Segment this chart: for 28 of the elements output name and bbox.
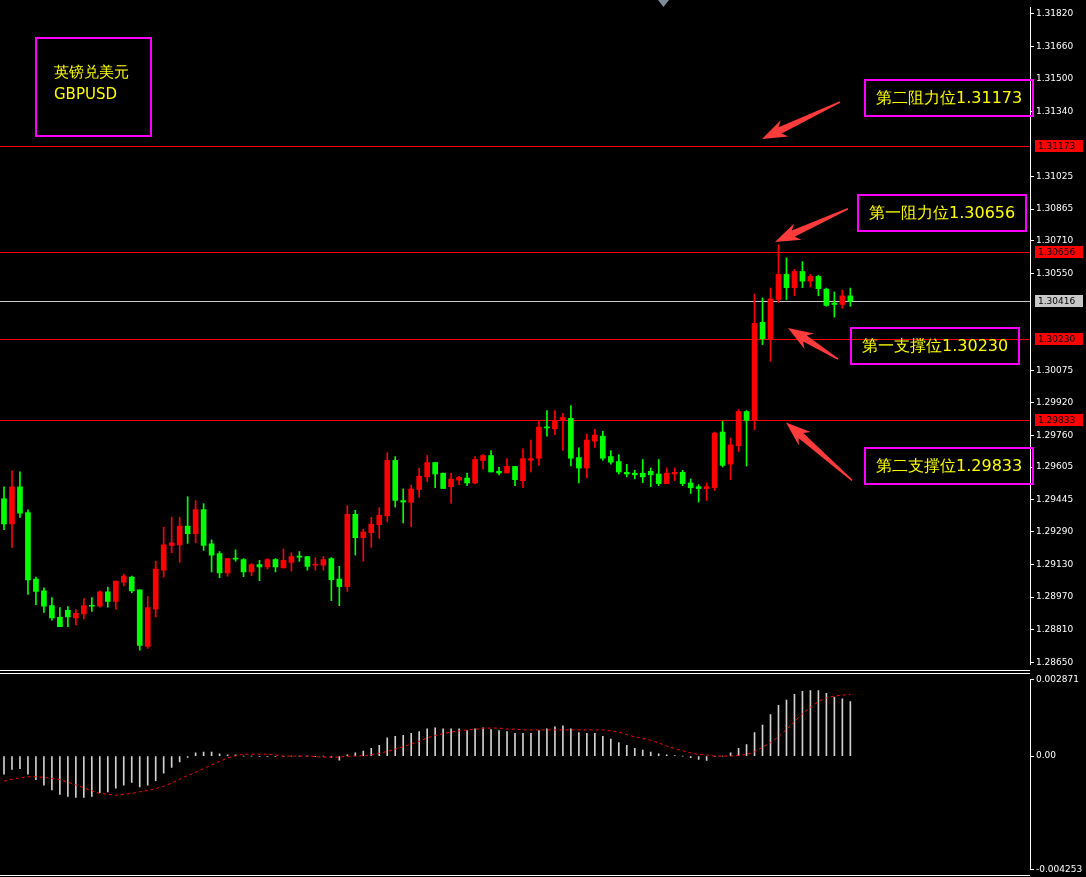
- y-tick-label: 1.29290: [1036, 525, 1074, 536]
- y-tick-label: 1.30710: [1036, 235, 1074, 246]
- y-tick-label: 1.31025: [1036, 170, 1074, 181]
- y-tick-label: 1.29760: [1036, 429, 1074, 440]
- ref-line-label: 1.30416: [1038, 295, 1076, 306]
- ref-line-label: 1.31173: [1038, 140, 1076, 151]
- y-tick-label: 1.30075: [1036, 365, 1074, 376]
- y-tick-label: 1.28650: [1036, 656, 1074, 667]
- y-tick-label: 0.00: [1036, 750, 1057, 761]
- y-tick-label: 0.002871: [1036, 673, 1079, 684]
- y-tick-label: 1.28970: [1036, 591, 1074, 602]
- y-tick-label: 1.29445: [1036, 494, 1074, 505]
- text: 英镑兑美元: [54, 62, 129, 83]
- y-tick-label: 1.31500: [1036, 73, 1074, 84]
- y-tick-label: 1.29920: [1036, 396, 1074, 407]
- y-tick-label: 1.31660: [1036, 40, 1074, 51]
- y-tick-label: 1.30550: [1036, 267, 1074, 278]
- ref-line-label: 1.29833: [1038, 414, 1076, 425]
- y-tick-label: 1.31340: [1036, 106, 1074, 117]
- ref-line-label: 1.30230: [1038, 333, 1076, 344]
- y-tick-label: -0.004253: [1036, 863, 1083, 874]
- y-tick-label: 1.29130: [1036, 558, 1074, 569]
- text: GBPUSD: [54, 84, 118, 105]
- y-tick-label: 1.28810: [1036, 624, 1074, 635]
- y-tick-label: 1.31820: [1036, 7, 1074, 18]
- y-tick-label: 1.29605: [1036, 461, 1074, 472]
- ref-line-label: 1.30656: [1038, 246, 1076, 257]
- y-tick-label: 1.30865: [1036, 203, 1074, 214]
